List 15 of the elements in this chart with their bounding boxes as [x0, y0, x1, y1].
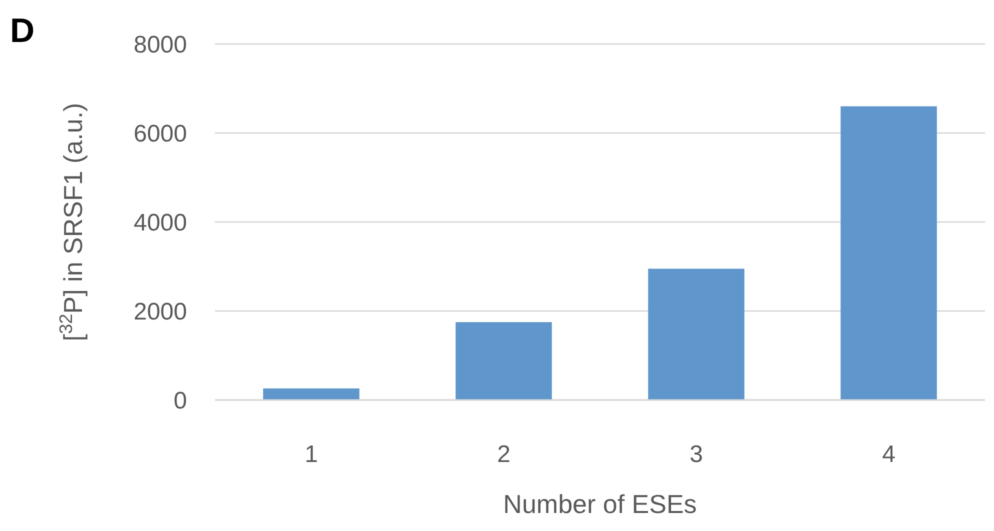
text: D — [10, 12, 35, 50]
x-axis-title: Number of ESEs — [503, 489, 697, 519]
bar — [840, 106, 937, 400]
x-tick-label: 2 — [497, 441, 510, 468]
x-tick-label: 3 — [690, 441, 703, 468]
bar — [456, 322, 552, 400]
bar — [648, 268, 744, 400]
x-tick-label: 1 — [304, 441, 318, 468]
bar — [263, 388, 360, 400]
x-tick-label: 4 — [882, 441, 896, 468]
y-tick-label: 4000 — [134, 209, 187, 236]
y-tick-label: 2000 — [134, 298, 187, 326]
y-tick-label: 6000 — [134, 120, 187, 148]
y-tick-label: 0 — [174, 387, 187, 414]
y-tick-label: 8000 — [134, 31, 187, 58]
